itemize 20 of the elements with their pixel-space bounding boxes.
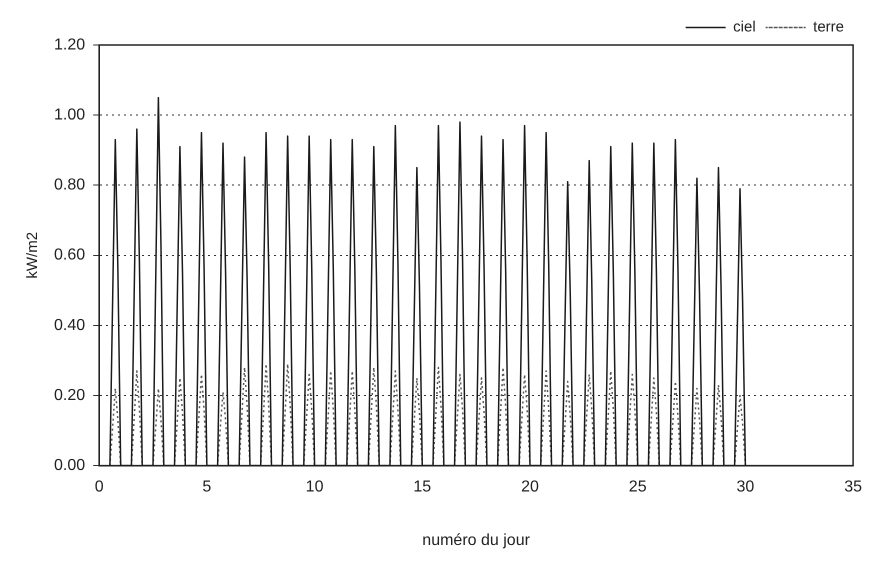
y-tick-label: 0.20 — [54, 386, 86, 404]
x-axis-title: numéro du jour — [422, 532, 531, 549]
legend-label: terre — [813, 18, 844, 36]
legend-label: ciel — [733, 18, 756, 36]
x-tick-label: 20 — [521, 478, 539, 496]
y-tick-label: 1.20 — [54, 36, 86, 54]
x-tick-label: 30 — [736, 478, 754, 496]
y-tick-label: 0.80 — [54, 176, 86, 194]
y-tick-label: 1.00 — [54, 106, 86, 124]
y-tick-label: 0.00 — [54, 457, 86, 474]
line-series — [109, 363, 746, 466]
x-tick-label: 5 — [202, 478, 212, 496]
x-tick-label: 15 — [413, 478, 432, 496]
x-tick-label: 25 — [628, 478, 647, 496]
x-tick-label: 0 — [94, 478, 104, 496]
y-tick-label: 0.60 — [54, 246, 86, 264]
x-tick-label: 10 — [306, 478, 324, 496]
y-axis-title: kW/m2 — [24, 232, 42, 279]
y-tick-label: 0.40 — [54, 316, 86, 334]
x-tick-label: 35 — [844, 478, 862, 496]
